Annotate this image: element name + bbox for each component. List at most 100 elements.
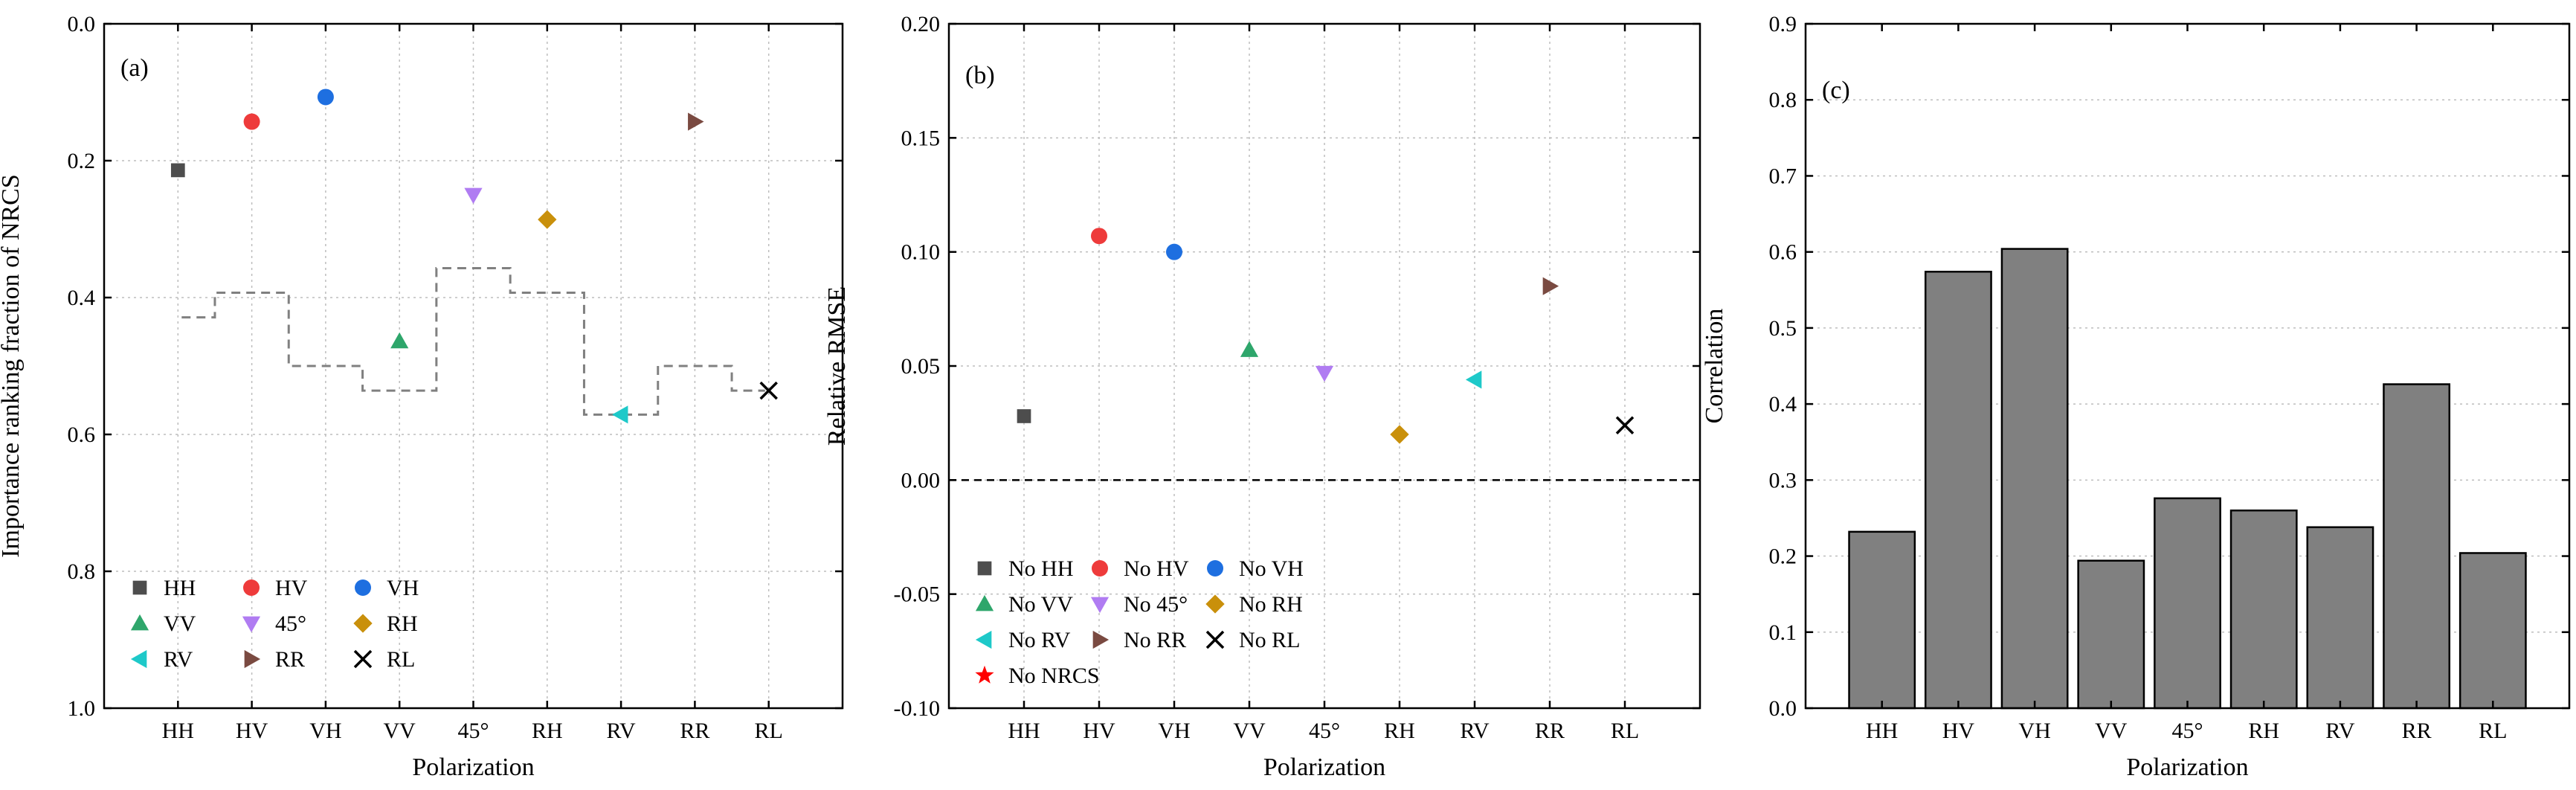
- point-no-rv: [1465, 370, 1482, 389]
- legend-item-hh: HH: [132, 576, 196, 600]
- legend-marker-rr: [244, 649, 261, 669]
- legend-item-45deg: 45°: [242, 611, 306, 636]
- panel-a-importance-chart: 0.0 0.2 0.4 0.6 0.8 1.0 HH HV VH VV 45° RH RV RR RL (…: [0, 12, 844, 781]
- legend-item-no-rv: No RV: [975, 628, 1071, 652]
- x-tick-label-45deg: 45°: [458, 719, 489, 743]
- panel-a-points: [170, 89, 778, 424]
- point-hh: [170, 163, 185, 178]
- x-tick-label-rh: RH: [1384, 719, 1415, 743]
- panel-b-points: [1017, 228, 1635, 444]
- panel-c-x-ticks: HH HV VH VV 45° RH RV RR RL: [1866, 24, 2507, 743]
- point-no-45deg: [1315, 365, 1334, 382]
- legend-marker-rv: [130, 649, 147, 669]
- x-tick-label-rv: RV: [2325, 719, 2355, 743]
- point-rl: [759, 381, 778, 400]
- y-tick-label: 0.5: [1769, 316, 1797, 341]
- point-no-hh: [1017, 409, 1031, 423]
- legend-label-no-vh: No VH: [1239, 556, 1304, 581]
- point-vv: [390, 332, 409, 349]
- panel-a-y-axis-title: Importance ranking fraction of NRCS: [0, 174, 25, 558]
- legend-marker-no-rl: [1205, 630, 1225, 649]
- y-tick-label: 0.4: [1769, 392, 1797, 417]
- legend-label-no-rv: No RV: [1008, 628, 1071, 652]
- y-tick-label: 0.15: [901, 126, 941, 150]
- panel-b-x-axis-title: Polarization: [1263, 754, 1385, 781]
- legend-item-vv: VV: [130, 611, 196, 636]
- x-tick-label-vh: VH: [309, 719, 341, 743]
- y-tick-label: 0.0: [68, 12, 96, 36]
- panel-a-step-line: [181, 266, 765, 416]
- panel-a-label: (a): [120, 54, 149, 82]
- y-tick-label: -0.10: [894, 696, 941, 721]
- y-tick-label: 0.1: [1769, 620, 1797, 645]
- panel-b-y-axis-title: Relative RMSE: [823, 286, 851, 446]
- legend-marker-vv: [130, 614, 149, 631]
- legend-marker-no-nrcs: [975, 665, 994, 684]
- point-45deg: [464, 187, 483, 205]
- panel-b-rmse-chart: -0.10 -0.05 0.00 0.05 0.10 0.15 0.20 HH HV VH VV 4…: [823, 12, 1701, 781]
- legend-label-no-45deg: No 45°: [1124, 592, 1188, 617]
- x-tick-label-vh: VH: [1158, 719, 1190, 743]
- y-tick-label: 0.2: [1769, 545, 1797, 569]
- y-tick-label: 0.00: [901, 468, 941, 492]
- legend-label-no-rh: No RH: [1239, 592, 1303, 617]
- x-tick-label-hh: HH: [1008, 719, 1040, 743]
- point-no-hv: [1091, 228, 1107, 245]
- legend-marker-no-vh: [1207, 560, 1223, 577]
- x-tick-label-vh: VH: [2018, 719, 2050, 743]
- bar-hh: [1848, 530, 1916, 710]
- y-tick-label: 0.2: [68, 149, 96, 173]
- panel-a-x-axis-title: Polarization: [412, 754, 534, 781]
- panel-a-y-ticks: 0.0 0.2 0.4 0.6 0.8 1.0: [68, 12, 843, 721]
- legend-item-hv: HV: [243, 576, 308, 600]
- legend-item-vh: VH: [355, 576, 419, 600]
- legend-item-no-hv: No HV: [1092, 556, 1189, 581]
- legend-marker-rh: [353, 614, 373, 633]
- y-tick-label: 0.7: [1769, 164, 1797, 188]
- legend-label-rr: RR: [275, 647, 305, 672]
- bar-hv: [1924, 270, 1992, 710]
- x-tick-label-rr: RR: [1535, 719, 1565, 743]
- y-tick-label: 0.0: [1769, 696, 1797, 721]
- point-no-vh: [1166, 243, 1182, 260]
- legend-item-no-vh: No VH: [1207, 556, 1304, 581]
- bar-rv: [2306, 526, 2374, 710]
- panel-c-bars: [1848, 248, 2527, 710]
- legend-item-no-nrcs: No NRCS: [975, 664, 1100, 688]
- legend-item-rv: RV: [130, 647, 193, 672]
- bar-45deg: [2154, 497, 2221, 710]
- legend-label-no-rl: No RL: [1239, 628, 1301, 652]
- x-tick-label-hv: HV: [236, 719, 268, 743]
- point-no-rr: [1542, 277, 1559, 295]
- legend-label-rl: RL: [387, 647, 415, 672]
- x-tick-label-45deg: 45°: [2172, 719, 2203, 743]
- legend-item-rl: RL: [353, 647, 415, 672]
- y-tick-label: 0.6: [1769, 240, 1797, 265]
- panel-c-y-axis-title: Correlation: [1701, 309, 1728, 424]
- x-tick-label-hh: HH: [1866, 719, 1898, 743]
- legend-item-no-hh: No HH: [977, 556, 1074, 581]
- x-tick-label-45deg: 45°: [1309, 719, 1340, 743]
- panel-c-x-axis-title: Polarization: [2126, 754, 2248, 781]
- legend-item-rr: RR: [244, 647, 305, 672]
- panel-b-legend: No HH No HV No VH No VV No 45° No RH No RV No R…: [975, 556, 1304, 688]
- y-tick-label: 1.0: [68, 696, 96, 721]
- legend-label-no-vv: No VV: [1008, 592, 1073, 617]
- bar-vv: [2077, 559, 2145, 710]
- y-tick-label: 0.3: [1769, 468, 1797, 492]
- panel-a-legend: HH HV VH VV 45° RH RV RR RL: [130, 576, 419, 672]
- y-tick-label: 0.4: [68, 286, 96, 310]
- legend-item-no-rl: No RL: [1205, 628, 1301, 652]
- x-tick-label-vv: VV: [2095, 719, 2128, 743]
- legend-marker-no-vv: [975, 594, 994, 611]
- panel-c-label: (c): [1822, 77, 1850, 104]
- point-vh: [317, 89, 334, 106]
- panel-c-correlation-chart: 0.0 0.1 0.2 0.3 0.4 0.5 0.6 0.7 0.8 0.9 HH HV VH VV 4…: [1701, 12, 2571, 781]
- x-tick-label-rh: RH: [2248, 719, 2279, 743]
- legend-marker-vh: [355, 579, 371, 596]
- y-tick-label: 0.20: [901, 12, 941, 36]
- legend-label-no-nrcs: No NRCS: [1008, 664, 1100, 688]
- y-tick-label: 0.8: [1769, 88, 1797, 112]
- legend-marker-hv: [243, 579, 260, 596]
- x-tick-label-hh: HH: [162, 719, 194, 743]
